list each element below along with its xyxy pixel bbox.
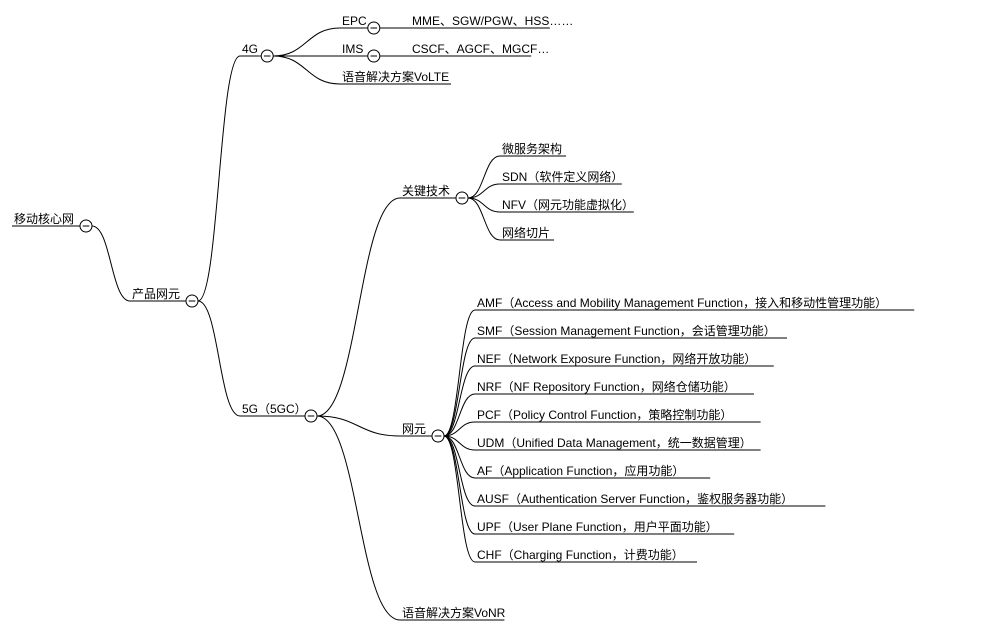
node-ne[interactable]: 网元	[400, 422, 444, 442]
node-ausf: AUSF（Authentication Server Function，鉴权服务…	[475, 491, 825, 506]
node-label: 4G	[242, 42, 258, 56]
node-label: NFV（网元功能虚拟化）	[502, 198, 634, 212]
node-slice: 网络切片	[500, 225, 554, 240]
node-label: 语音解决方案VoLTE	[342, 69, 449, 84]
node-label: MME、SGW/PGW、HSS……	[412, 14, 573, 28]
node-ims_d: CSCF、AGCF、MGCF…	[410, 42, 549, 56]
node-udm: UDM（Unified Data Management，统一数据管理）	[475, 435, 761, 450]
node-nef: NEF（Network Exposure Function，网络开放功能）	[475, 351, 774, 366]
edge	[198, 301, 240, 416]
node-label: 移动核心网	[14, 212, 74, 226]
node-label: 网元	[402, 422, 426, 436]
node-label: AF（Application Function，应用功能）	[477, 463, 684, 478]
node-label: 关键技术	[402, 184, 450, 198]
node-label: UPF（User Plane Function，用户平面功能）	[477, 519, 718, 534]
edge	[468, 184, 500, 198]
mindmap-canvas: 移动核心网产品网元 4G EPC MME、SGW/PGW、HSS…… IMS CSCF、A…	[0, 0, 989, 640]
node-af: AF（Application Function，应用功能）	[475, 463, 710, 478]
node-sdn: SDN（软件定义网络）	[500, 169, 623, 184]
node-label: 网络切片	[502, 225, 550, 240]
node-label: CSCF、AGCF、MGCF…	[412, 42, 549, 56]
node-pcf: PCF（Policy Control Function，策略控制功能）	[475, 407, 761, 422]
edge	[273, 28, 340, 56]
node-label: CHF（Charging Function，计费功能）	[477, 548, 684, 562]
node-root[interactable]: 移动核心网	[12, 212, 92, 232]
node-label: AUSF（Authentication Server Function，鉴权服务…	[477, 491, 793, 506]
node-g4[interactable]: 4G	[240, 42, 273, 62]
edge	[273, 56, 340, 84]
edge	[198, 56, 240, 301]
node-label: EPC	[342, 14, 367, 28]
node-key[interactable]: 关键技术	[400, 184, 468, 204]
node-label: 语音解决方案VoNR	[402, 605, 506, 620]
edge	[444, 436, 475, 534]
edge	[444, 310, 475, 436]
edge	[468, 198, 500, 240]
node-label: 微服务架构	[502, 141, 562, 156]
node-upf: UPF（User Plane Function，用户平面功能）	[475, 519, 734, 534]
edge	[317, 416, 400, 436]
node-prod[interactable]: 产品网元	[130, 287, 198, 307]
edge	[468, 198, 500, 212]
node-label: SMF（Session Management Function，会话管理功能）	[477, 323, 776, 338]
node-label: NEF（Network Exposure Function，网络开放功能）	[477, 351, 756, 366]
node-label: UDM（Unified Data Management，统一数据管理）	[477, 435, 752, 450]
node-g5[interactable]: 5G（5GC）	[240, 402, 317, 422]
node-vonr: 语音解决方案VoNR	[400, 605, 506, 620]
edge	[92, 226, 130, 301]
node-amf: AMF（Access and Mobility Management Funct…	[475, 295, 914, 310]
node-ms: 微服务架构	[500, 141, 566, 156]
edges-layer	[92, 28, 500, 620]
node-volte: 语音解决方案VoLTE	[340, 69, 451, 84]
node-label: IMS	[342, 42, 363, 56]
node-label: PCF（Policy Control Function，策略控制功能）	[477, 407, 732, 422]
node-label: NRF（NF Repository Function，网络仓储功能）	[477, 379, 736, 394]
node-epc[interactable]: EPC	[340, 14, 380, 34]
node-label: AMF（Access and Mobility Management Funct…	[477, 295, 887, 310]
node-nfv: NFV（网元功能虚拟化）	[500, 198, 634, 212]
node-label: 产品网元	[132, 287, 180, 301]
node-smf: SMF（Session Management Function，会话管理功能）	[475, 323, 787, 338]
node-label: 5G（5GC）	[242, 402, 307, 416]
edge	[444, 338, 475, 436]
node-label: SDN（软件定义网络）	[502, 169, 623, 184]
node-epc_d: MME、SGW/PGW、HSS……	[410, 14, 573, 28]
node-ims[interactable]: IMS	[340, 42, 380, 62]
edge	[444, 436, 475, 562]
edge	[468, 156, 500, 198]
edge	[317, 416, 400, 620]
node-nrf: NRF（NF Repository Function，网络仓储功能）	[475, 379, 754, 394]
node-chf: CHF（Charging Function，计费功能）	[475, 548, 697, 562]
edge	[317, 198, 400, 416]
